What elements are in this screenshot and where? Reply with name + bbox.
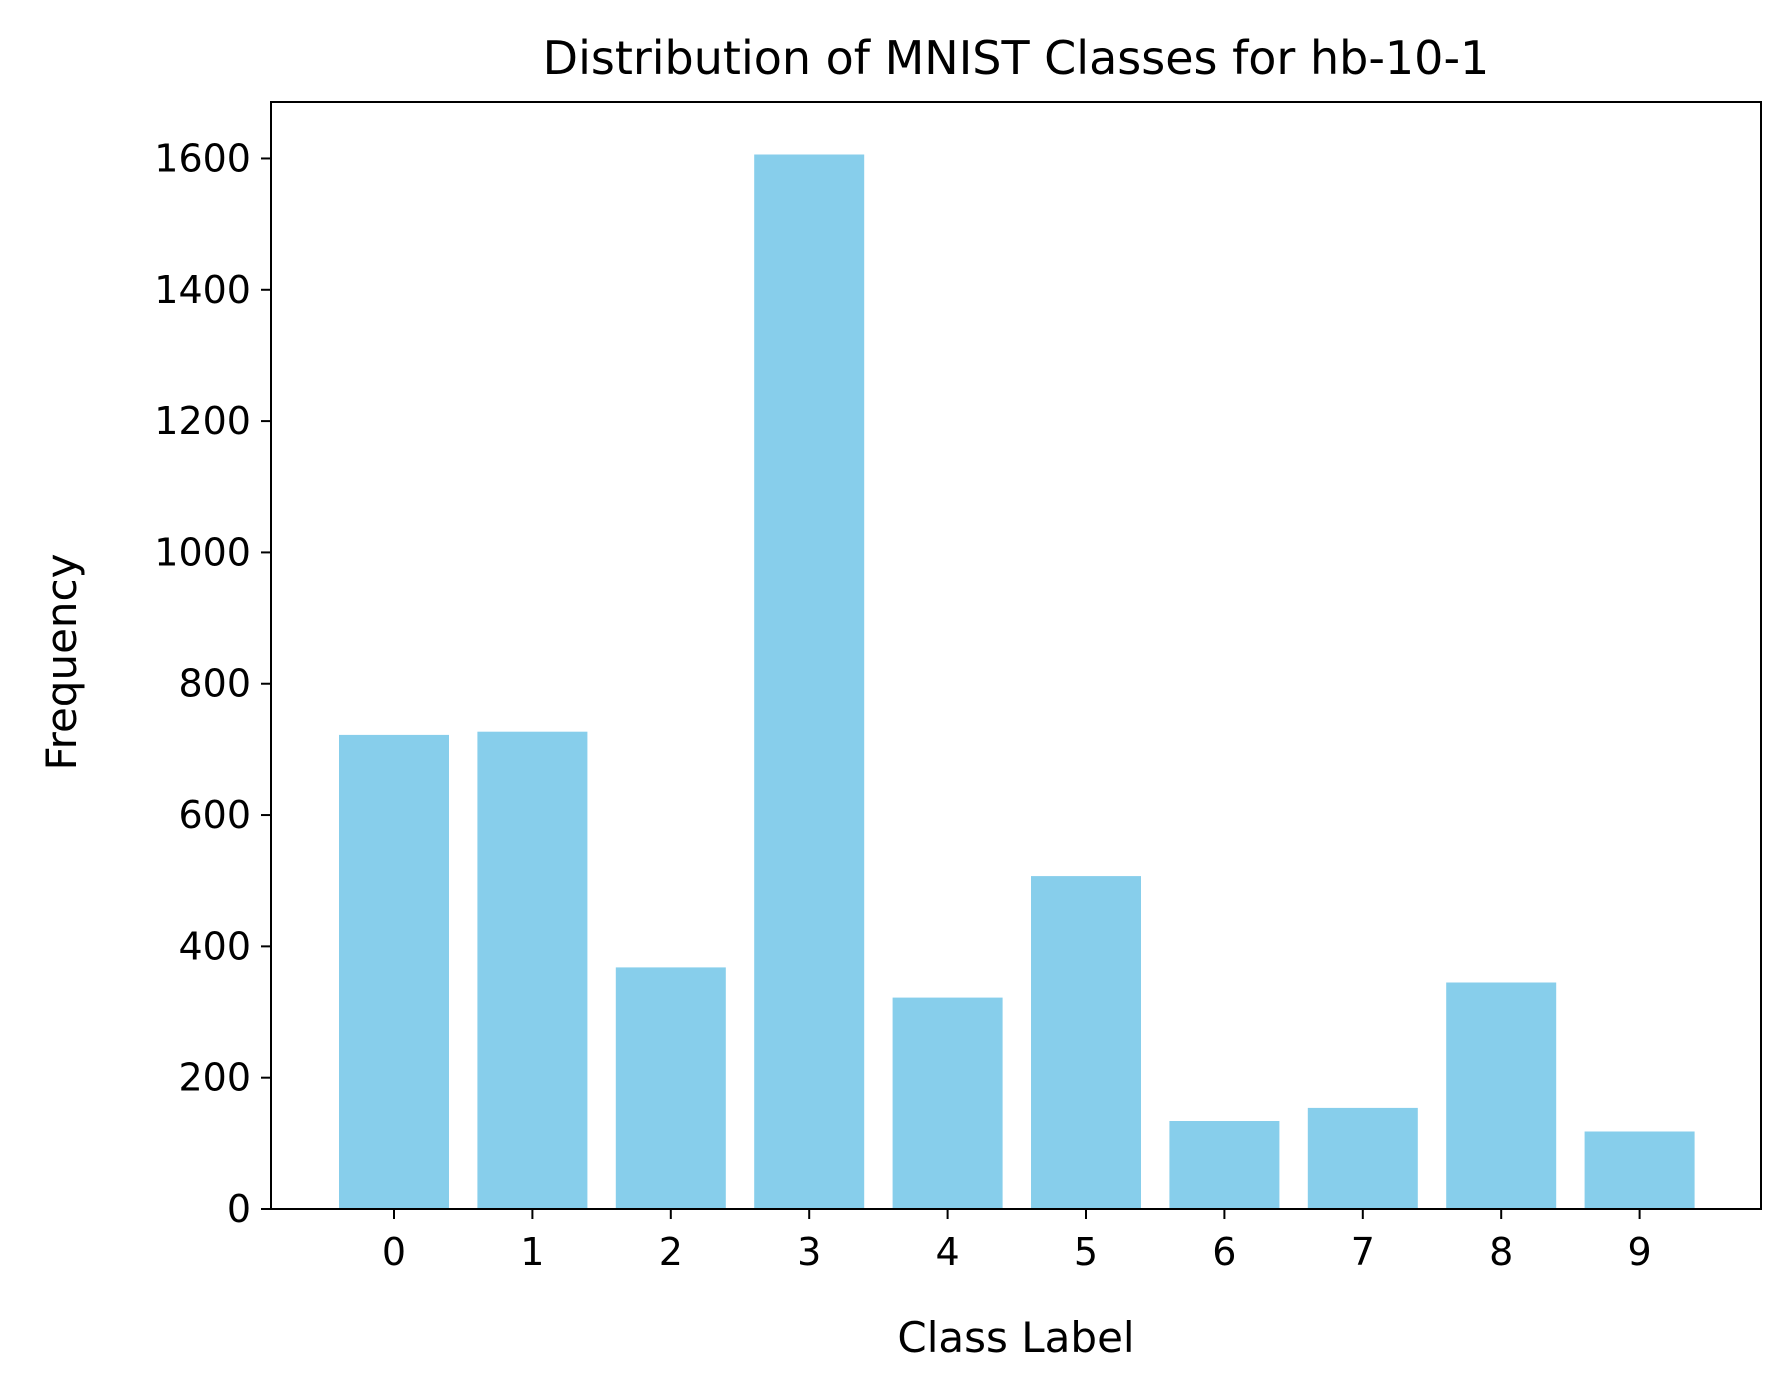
y-tick-label: 1400 — [154, 268, 251, 312]
y-axis-label: Frequency — [37, 554, 86, 771]
x-tick-label: 0 — [382, 1230, 406, 1274]
bar-class-5 — [1031, 876, 1141, 1209]
x-tick-label: 1 — [520, 1230, 544, 1274]
x-tick-label: 7 — [1351, 1230, 1375, 1274]
y-tick-label: 1200 — [154, 399, 251, 443]
y-tick-label: 600 — [178, 793, 251, 837]
y-tick-label: 200 — [178, 1056, 251, 1100]
bar-class-3 — [754, 154, 865, 1209]
x-tick-label: 9 — [1628, 1230, 1652, 1274]
bar-class-8 — [1446, 982, 1557, 1209]
x-axis-label: Class Label — [897, 1313, 1134, 1362]
bar-class-6 — [1169, 1121, 1280, 1209]
bar-class-1 — [477, 731, 588, 1209]
x-tick-label: 2 — [659, 1230, 683, 1274]
bar-class-9 — [1584, 1131, 1695, 1209]
x-tick-label: 5 — [1074, 1230, 1098, 1274]
bar-class-0 — [339, 734, 449, 1209]
x-tick-label: 8 — [1489, 1230, 1513, 1274]
bars-group — [339, 154, 1695, 1209]
y-tick-label: 400 — [178, 924, 251, 968]
y-tick-label: 1000 — [154, 530, 251, 574]
y-tick-label: 1600 — [154, 136, 251, 180]
bar-class-7 — [1307, 1107, 1418, 1209]
x-tick-label: 6 — [1212, 1230, 1236, 1274]
bar-class-2 — [615, 967, 726, 1209]
x-tick-label: 4 — [936, 1230, 960, 1274]
bar-class-4 — [892, 997, 1003, 1209]
x-tick-label: 3 — [797, 1230, 821, 1274]
plot-frame — [270, 101, 1762, 1210]
chart-title: Distribution of MNIST Classes for hb-10-… — [543, 31, 1490, 85]
y-tick-label: 0 — [227, 1187, 251, 1231]
y-tick-label: 800 — [178, 662, 251, 706]
x-axis-ticks: 0 1 2 3 4 5 6 7 8 9 — [382, 1209, 1652, 1274]
y-axis-ticks: 0 200 400 600 800 1000 1200 1400 1600 — [154, 136, 271, 1231]
